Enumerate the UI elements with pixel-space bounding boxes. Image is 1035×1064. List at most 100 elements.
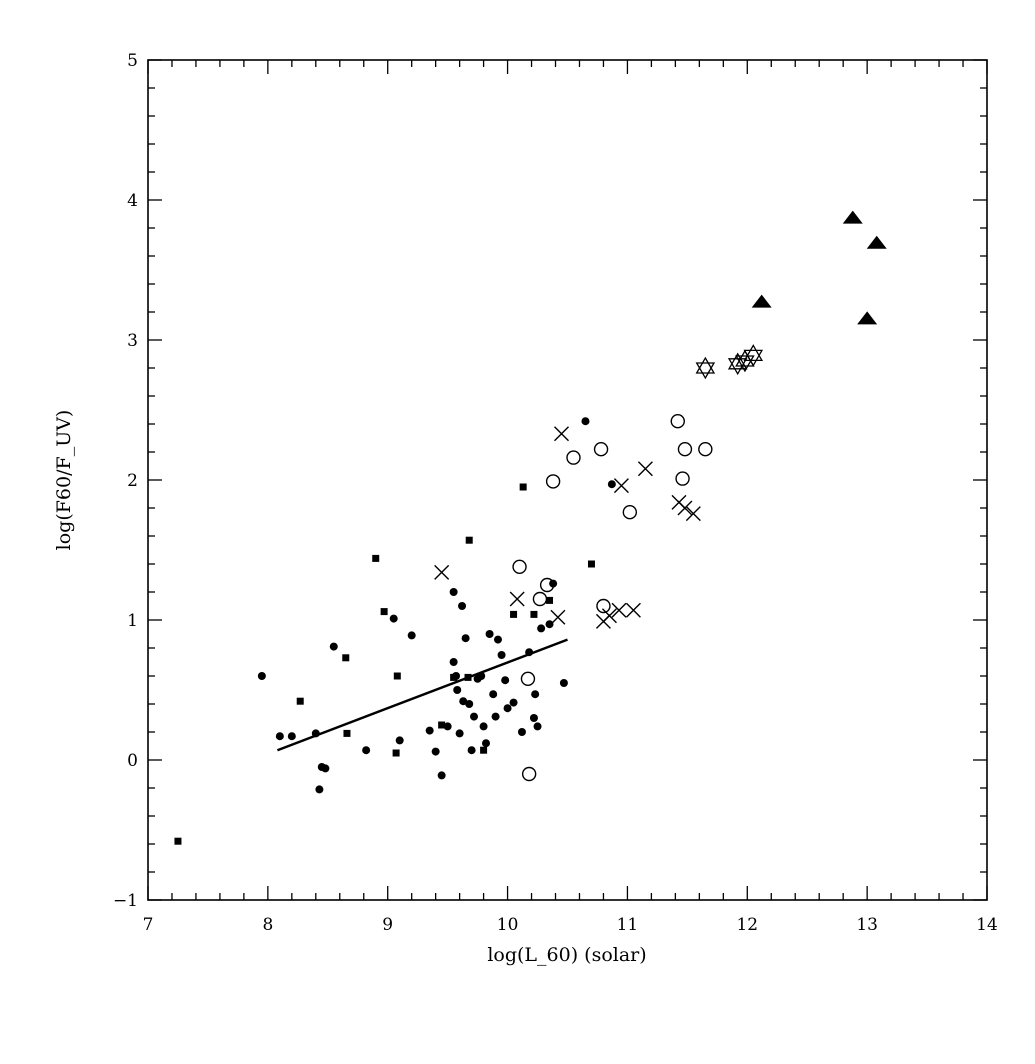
x-tick-label: 11 xyxy=(617,915,639,935)
filled-circle-point xyxy=(458,602,467,610)
filled-circle-point xyxy=(481,739,490,748)
y-tick-label: 3 xyxy=(127,331,138,351)
filled-square-point xyxy=(393,672,401,680)
x-tick-label: 10 xyxy=(497,915,519,935)
star-of-david-point xyxy=(695,356,716,380)
y-tick-label: 4 xyxy=(127,191,138,211)
filled-circle-point xyxy=(501,676,510,685)
fit-line xyxy=(277,638,568,752)
filled-square-point xyxy=(587,560,595,568)
filled-square-point xyxy=(174,837,182,845)
filled-circle-point xyxy=(607,480,616,489)
x-axis-label: log(L_60) (solar) xyxy=(487,944,646,966)
x-tick-label: 8 xyxy=(262,915,273,935)
filled-circle-point xyxy=(329,642,338,651)
filled-circle-point xyxy=(529,714,538,722)
filled-circle-point xyxy=(545,620,554,629)
x-tick-label: 7 xyxy=(143,915,154,935)
open-circle-point xyxy=(677,442,693,457)
x-tick-label: 12 xyxy=(736,915,758,935)
open-circle-point xyxy=(532,591,548,607)
open-circle-point xyxy=(596,598,611,614)
y-tick-label: −1 xyxy=(113,891,138,911)
open-circle-point xyxy=(539,577,555,593)
filled-circle-point xyxy=(425,726,434,735)
filled-circle-point xyxy=(321,764,330,773)
star-of-david-point xyxy=(743,344,764,367)
filled-triangle-point xyxy=(842,210,863,224)
filled-circle-point xyxy=(389,614,398,623)
filled-square-point xyxy=(372,554,380,562)
open-circle-point xyxy=(622,505,638,520)
filled-circle-point xyxy=(257,672,266,680)
filled-circle-point xyxy=(449,588,458,596)
filled-circle-point xyxy=(489,690,498,699)
filled-square-point xyxy=(546,596,554,604)
cross-point xyxy=(625,602,641,618)
x-tick-label: 14 xyxy=(976,915,998,935)
filled-circle-point xyxy=(517,728,526,736)
filled-circle-point xyxy=(467,746,476,755)
filled-square-point xyxy=(438,721,446,729)
filled-circle-point xyxy=(509,698,518,707)
open-circle-point xyxy=(521,766,537,782)
filled-square-point xyxy=(380,608,388,616)
filled-circle-point xyxy=(491,712,500,721)
filled-circle-point xyxy=(459,697,468,706)
x-tick-label: 13 xyxy=(856,915,878,935)
y-tick-label: 2 xyxy=(127,471,138,491)
filled-triangle-point xyxy=(857,311,878,325)
open-circle-point xyxy=(512,559,527,574)
y-tick-label: 1 xyxy=(127,611,138,631)
filled-square-point xyxy=(519,483,527,491)
cross-point xyxy=(677,500,693,516)
filled-circle-point xyxy=(537,624,546,633)
open-circle-point xyxy=(698,442,713,457)
filled-circle-point xyxy=(497,651,506,659)
filled-square-point xyxy=(296,697,304,705)
open-circle-point xyxy=(593,442,609,457)
cross-point xyxy=(550,609,566,625)
filled-circle-point xyxy=(287,732,296,741)
x-tick-label: 9 xyxy=(382,915,393,935)
y-tick-label: 5 xyxy=(127,51,138,71)
filled-circle-point xyxy=(443,722,452,731)
filled-circle-point xyxy=(503,704,512,713)
filled-circle-point xyxy=(275,732,284,741)
filled-circle-point xyxy=(461,634,470,643)
filled-circle-point xyxy=(559,679,568,687)
fit-line-group xyxy=(277,638,568,752)
filled-circle-point xyxy=(362,746,371,755)
cross-point xyxy=(611,602,627,618)
open-circle-point xyxy=(566,450,581,465)
filled-circle-point xyxy=(485,630,494,638)
filled-square-point xyxy=(510,610,518,618)
filled-circle-point xyxy=(581,417,590,426)
filled-circle-point xyxy=(437,771,446,780)
filled-circle-point xyxy=(465,700,474,708)
cross-point xyxy=(434,564,450,580)
filled-circle-point xyxy=(455,729,464,738)
open-circle-point xyxy=(520,671,536,686)
cross-point xyxy=(554,426,570,442)
cross-point xyxy=(613,478,629,494)
filled-circle-point xyxy=(315,785,324,794)
filled-square-point xyxy=(530,610,538,618)
filled-circle-point xyxy=(407,631,416,640)
filled-square-point xyxy=(342,654,350,662)
filled-square-point xyxy=(480,746,488,754)
filled-triangle-point xyxy=(751,294,772,308)
axis-ticks xyxy=(147,59,988,901)
filled-circle-point xyxy=(449,658,458,666)
filled-triangle-point xyxy=(866,235,887,249)
cross-point xyxy=(685,506,701,522)
filled-circle-point xyxy=(493,635,502,644)
filled-square-point xyxy=(343,729,351,737)
open-circle-point xyxy=(670,414,685,429)
filled-circle-point xyxy=(470,712,479,721)
filled-circle-point xyxy=(531,690,540,699)
filled-square-point xyxy=(465,536,473,544)
